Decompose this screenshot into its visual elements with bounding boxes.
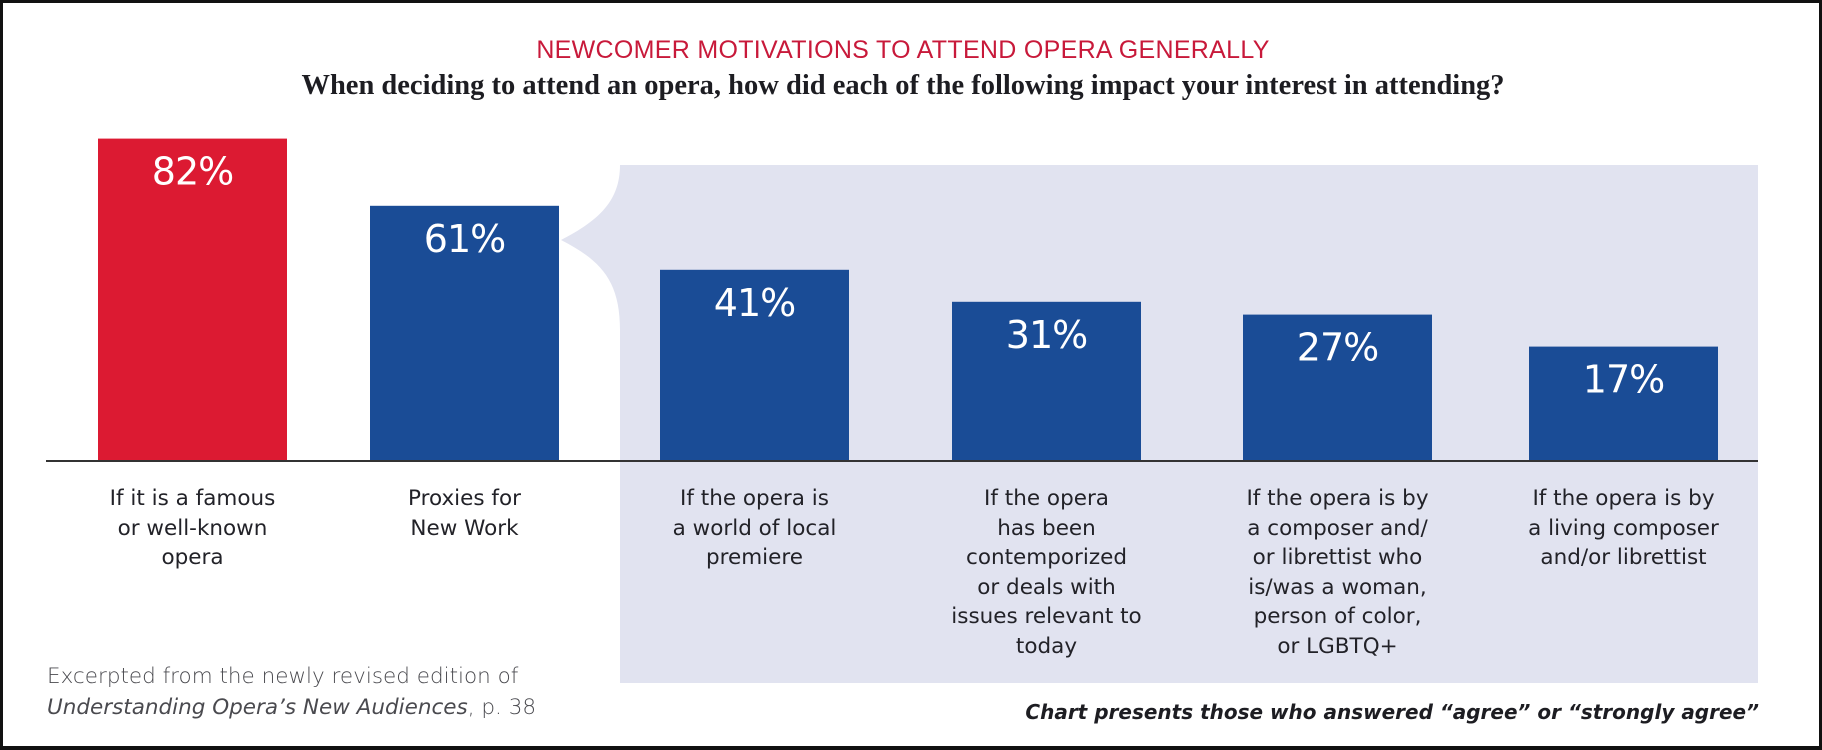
- bar-value-label-4: 31%: [1006, 313, 1087, 357]
- bar-value-label-6: 17%: [1583, 358, 1664, 402]
- category-label-line: opera: [161, 545, 224, 570]
- source-line-1: Excerpted from the newly revised edition…: [47, 664, 519, 689]
- category-label-4: If the opera has been contemporized or deal…: [927, 484, 1167, 661]
- category-label-line: If it is a famous: [109, 486, 276, 511]
- bar-2: [370, 205, 559, 461]
- bar-1: [98, 138, 287, 461]
- category-label-line: or deals with: [977, 574, 1116, 600]
- category-label-line: or well-known: [117, 515, 268, 541]
- category-label-2: Proxies for New Work: [345, 484, 585, 543]
- category-label-line: If the opera is by: [1532, 486, 1715, 511]
- group-panel: [561, 165, 1758, 683]
- category-label-line: a world of local: [672, 515, 837, 541]
- category-label-line: person of color,: [1253, 604, 1422, 629]
- category-label-line: If the opera is: [680, 486, 829, 511]
- chart-title: NEWCOMER MOTIVATIONS TO ATTEND OPERA GEN…: [536, 36, 1270, 64]
- category-label-1: If it is a famous or well-known opera: [73, 484, 313, 573]
- source-line-2: Understanding Opera’s New Audiences, p. …: [47, 692, 536, 723]
- category-label-line: and/or librettist: [1540, 545, 1707, 570]
- category-label-line: contemporized: [966, 545, 1127, 570]
- bar-4: [952, 301, 1141, 461]
- category-label-line: is/was a woman,: [1248, 574, 1427, 600]
- category-label-line: today: [1015, 633, 1078, 659]
- category-label-line: If the opera is by: [1246, 486, 1429, 511]
- category-label-line: or librettist who: [1252, 545, 1423, 570]
- category-label-line: New Work: [410, 515, 519, 541]
- category-label-line: If the opera: [984, 486, 1109, 511]
- source-citation: Excerpted from the newly revised edition…: [47, 661, 536, 723]
- category-label-line: a composer and/: [1247, 515, 1428, 541]
- category-label-line: issues relevant to: [951, 604, 1142, 629]
- category-label-line: or LGBTQ+: [1277, 633, 1398, 659]
- bar-3: [660, 269, 849, 461]
- bar-value-label-3: 41%: [714, 281, 795, 325]
- category-label-line: Proxies for: [408, 486, 521, 511]
- category-label-line: premiere: [706, 545, 803, 570]
- chart-subtitle: When deciding to attend an opera, how di…: [301, 70, 1505, 101]
- bar-6: [1529, 346, 1718, 461]
- chart-footnote: Chart presents those who answered “agree…: [1025, 700, 1759, 724]
- source-page: , p. 38: [467, 695, 537, 720]
- bar-value-label-2: 61%: [424, 217, 505, 261]
- bar-value-label-5: 27%: [1297, 326, 1378, 370]
- category-label-3: If the opera is a world of local premiere: [635, 484, 875, 573]
- category-label-6: If the opera is by a living composer and/o…: [1504, 484, 1744, 573]
- bar-value-label-1: 82%: [152, 150, 233, 194]
- category-label-line: a living composer: [1528, 515, 1719, 541]
- source-book-title: Understanding Opera’s New Audiences: [47, 695, 468, 720]
- bar-5: [1243, 314, 1432, 461]
- category-label-line: has been: [997, 515, 1096, 541]
- category-label-5: If the opera is by a composer and/or libr…: [1218, 484, 1458, 661]
